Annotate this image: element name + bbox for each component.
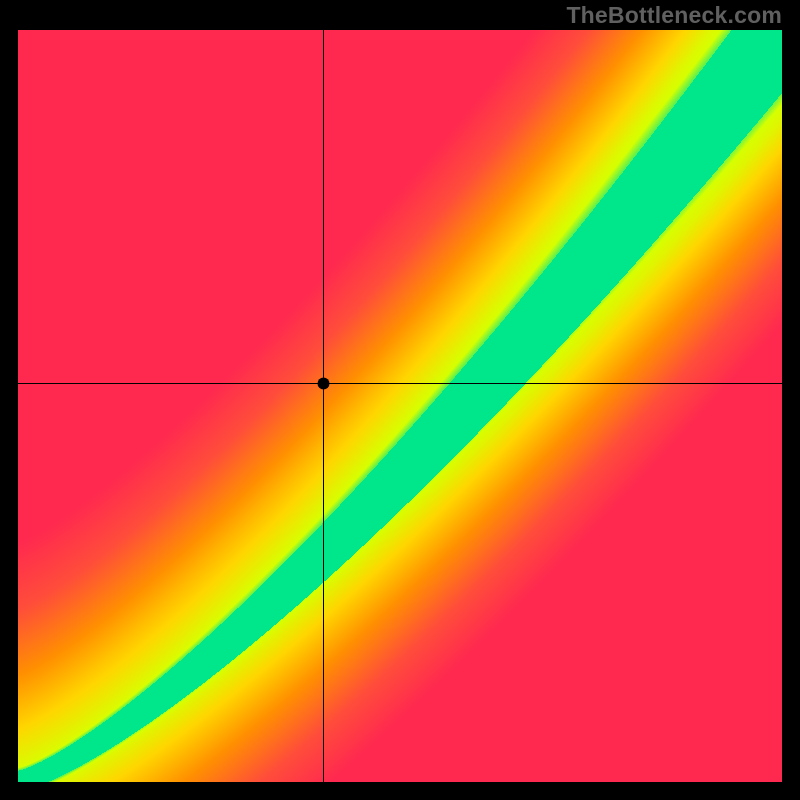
chart-container: TheBottleneck.com	[0, 0, 800, 800]
plot-area	[18, 30, 782, 782]
crosshair-overlay	[18, 30, 782, 782]
watermark-text: TheBottleneck.com	[566, 2, 782, 29]
